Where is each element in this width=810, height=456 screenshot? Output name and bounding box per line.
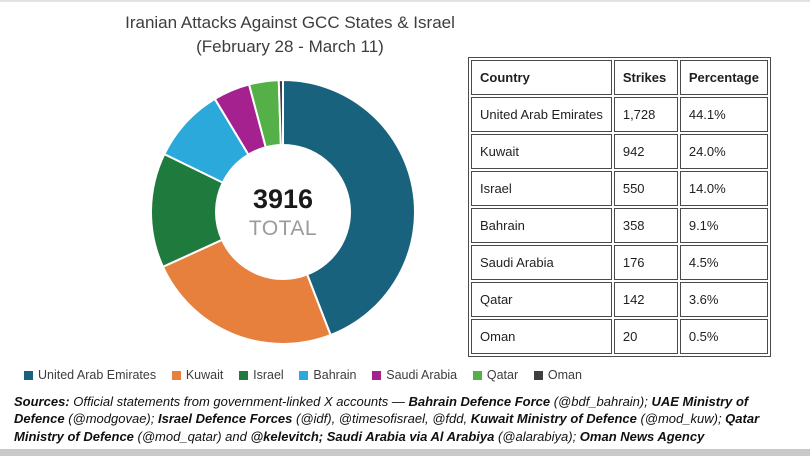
header-country: Country	[471, 60, 612, 95]
source-segment: Bahrain Defence Force	[408, 394, 551, 409]
cell-strikes: 176	[613, 245, 678, 280]
source-segment: (@bdf_bahrain);	[550, 394, 652, 409]
chart-subtitle: (February 28 - March 11)	[196, 37, 384, 56]
table-row: United Arab Emirates 1,728 44.1%	[471, 97, 768, 132]
bottom-border-strip	[0, 449, 810, 456]
cell-strikes: 942	[613, 134, 678, 169]
legend-swatch-saudi-arabia	[372, 370, 382, 380]
legend-label: United Arab Emirates	[38, 368, 157, 382]
chart-legend: United Arab Emirates Kuwait Israel Bahra…	[24, 368, 582, 382]
source-segment: (@idf), @timesofisrael, @fdd,	[292, 411, 471, 427]
source-segment: Official statements from government-link…	[69, 394, 409, 409]
source-segment: Sources:	[14, 394, 70, 409]
legend-item-oman: Oman	[533, 368, 582, 382]
source-segment: (@mod_kuw);	[636, 411, 726, 427]
header-percentage: Percentage	[679, 60, 768, 95]
source-segment: UAE Ministry of Defence	[14, 394, 749, 427]
chart-title: Iranian Attacks Against GCC States & Isr…	[125, 13, 455, 32]
legend-swatch-qatar	[472, 370, 482, 380]
cell-country: Oman	[471, 319, 612, 354]
source-segment: Oman News Agency	[579, 428, 705, 444]
cell-country: Kuwait	[471, 134, 612, 169]
table-row: Kuwait 942 24.0%	[471, 134, 768, 169]
source-segment: (@alarabiya);	[494, 428, 580, 444]
source-segment: (@modgovae);	[64, 411, 158, 427]
cell-percentage: 9.1%	[679, 208, 768, 243]
cell-country: Bahrain	[471, 208, 612, 243]
donut-chart-svg	[150, 79, 416, 345]
cell-percentage: 44.1%	[679, 97, 768, 132]
source-segment: (@mod_qatar) and	[133, 428, 251, 444]
legend-item-saudi-arabia: Saudi Arabia	[372, 368, 457, 382]
cell-strikes: 20	[613, 319, 678, 354]
donut-slice-oman	[277, 79, 284, 147]
legend-item-kuwait: Kuwait	[171, 368, 224, 382]
source-segment: Saudi Arabia via Al Arabiya	[326, 428, 495, 444]
cell-percentage: 14.0%	[679, 171, 768, 206]
cell-strikes: 550	[613, 171, 678, 206]
top-border-strip	[0, 0, 810, 2]
donut-slice-united-arab-emirates	[282, 79, 416, 337]
sources-note: Sources: Official statements from govern…	[14, 393, 798, 445]
legend-label: Oman	[547, 368, 582, 382]
cell-percentage: 24.0%	[679, 134, 768, 169]
legend-label: Qatar	[486, 368, 519, 382]
legend-label: Bahrain	[313, 368, 357, 382]
legend-item-israel: Israel	[239, 368, 284, 382]
table-row: Israel 550 14.0%	[471, 171, 768, 206]
table-row: Bahrain 358 9.1%	[471, 208, 768, 243]
cell-percentage: 0.5%	[679, 319, 768, 354]
legend-swatch-oman	[533, 370, 543, 380]
donut-slice-kuwait	[161, 238, 332, 345]
cell-percentage: 3.6%	[679, 282, 768, 317]
table-header-row: Country Strikes Percentage	[471, 60, 768, 95]
table-row: Oman 20 0.5%	[471, 319, 768, 354]
legend-item-qatar: Qatar	[472, 368, 519, 382]
legend-label: Kuwait	[185, 368, 224, 382]
source-segment: Qatar Ministry of Defence	[14, 411, 760, 444]
legend-swatch-uae	[24, 370, 33, 380]
table-row: Qatar 142 3.6%	[471, 282, 768, 317]
source-segment: @kelevitch;	[250, 428, 327, 444]
table-row: Saudi Arabia 176 4.5%	[471, 245, 768, 280]
cell-country: Saudi Arabia	[471, 245, 612, 280]
cell-country: Israel	[471, 171, 612, 206]
legend-swatch-kuwait	[171, 370, 181, 380]
legend-swatch-bahrain	[299, 370, 309, 380]
legend-item-bahrain: Bahrain	[299, 368, 357, 382]
strikes-table: Country Strikes Percentage United Arab E…	[468, 57, 771, 357]
legend-label: Saudi Arabia	[386, 368, 458, 382]
cell-strikes: 142	[613, 282, 678, 317]
cell-strikes: 358	[613, 208, 678, 243]
header-strikes: Strikes	[613, 60, 678, 95]
donut-chart: 3916 TOTAL	[147, 76, 419, 348]
source-segment: Israel Defence Forces	[157, 411, 293, 427]
source-segment: Kuwait Ministry of Defence	[470, 411, 637, 427]
cell-country: United Arab Emirates	[471, 97, 612, 132]
legend-item-uae: United Arab Emirates	[24, 368, 156, 382]
legend-swatch-israel	[239, 370, 249, 380]
cell-strikes: 1,728	[613, 97, 678, 132]
cell-country: Qatar	[471, 282, 612, 317]
cell-percentage: 4.5%	[679, 245, 768, 280]
legend-label: Israel	[253, 368, 284, 382]
